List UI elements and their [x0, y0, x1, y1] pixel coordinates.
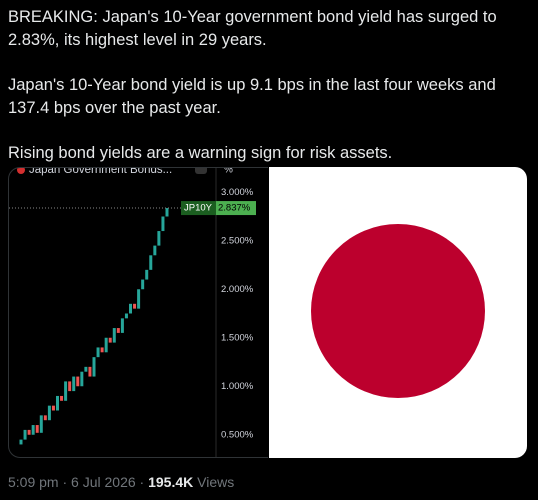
- paragraph: Japan's 10-Year bond yield is up 9.1 bps…: [8, 76, 496, 117]
- candle: [108, 337, 112, 343]
- japan-flag-image[interactable]: [269, 167, 527, 458]
- candle: [84, 366, 88, 372]
- candle: [92, 357, 96, 377]
- candle: [43, 415, 47, 421]
- candle: [161, 216, 165, 232]
- y-tick-label: 2.000%: [221, 284, 254, 295]
- candle: [100, 347, 104, 353]
- separator: ·: [62, 474, 68, 490]
- y-tick-label: 2.500%: [221, 235, 254, 246]
- candle: [96, 347, 100, 358]
- candle: [68, 381, 72, 392]
- separator: ·: [139, 474, 145, 490]
- candle: [104, 337, 108, 353]
- candle: [129, 303, 132, 314]
- views-label: Views: [197, 474, 235, 490]
- candle: [72, 376, 76, 392]
- tweet-footer: 5:09 pm · 6 Jul 2026 · 195.4K Views: [8, 474, 234, 490]
- y-tick-label: 1.500%: [221, 332, 254, 343]
- last-value-box: [216, 201, 256, 216]
- candle: [80, 371, 84, 387]
- last-value-label: 2.837%: [218, 203, 251, 214]
- candle: [137, 289, 141, 309]
- date: 6 Jul 2026: [71, 474, 136, 490]
- chart-title: Japan Government Bonds...: [29, 168, 172, 176]
- symbol-box: [181, 201, 216, 216]
- y-tick-label: 0.500%: [221, 429, 254, 440]
- candle: [165, 208, 169, 217]
- candle: [88, 366, 92, 377]
- chart-image[interactable]: Japan Government Bonds... % 3.000% 2.500%…: [8, 167, 268, 458]
- candle: [153, 245, 157, 256]
- paragraph: Rising bond yields are a warning sign fo…: [8, 144, 393, 162]
- candle: [56, 395, 59, 411]
- candle: [112, 328, 116, 343]
- tweet-text: BREAKING: Japan's 10-Year government bon…: [8, 6, 533, 187]
- y-tick-label: 1.000%: [221, 381, 254, 392]
- symbol-label: JP10Y: [184, 203, 213, 214]
- unit-label: %: [224, 168, 233, 176]
- candle: [76, 376, 80, 387]
- candle: [133, 303, 137, 309]
- candle: [23, 429, 27, 440]
- candle: [145, 269, 149, 280]
- candle: [39, 415, 43, 433]
- candle: [157, 231, 161, 246]
- paragraph: BREAKING: Japan's 10-Year government bon…: [8, 8, 497, 49]
- flag-sun: [311, 224, 485, 398]
- candle: [35, 425, 39, 433]
- candle: [120, 318, 124, 333]
- y-tick-label: 3.000%: [221, 187, 254, 198]
- candle: [60, 395, 64, 401]
- views-count: 195.4K: [148, 474, 194, 490]
- candle: [64, 381, 68, 401]
- candle: [149, 255, 153, 270]
- chart: Japan Government Bonds... % 3.000% 2.500%…: [9, 168, 256, 457]
- time: 5:09 pm: [8, 474, 59, 490]
- candle: [47, 405, 51, 421]
- candle: [31, 425, 35, 435]
- candle: [124, 313, 128, 319]
- candle: [116, 328, 120, 333]
- flag-icon: [17, 168, 25, 174]
- candle: [19, 439, 23, 445]
- candle: [27, 429, 31, 435]
- candle: [141, 279, 145, 290]
- compare-icon: [195, 168, 207, 174]
- candle: [51, 405, 55, 411]
